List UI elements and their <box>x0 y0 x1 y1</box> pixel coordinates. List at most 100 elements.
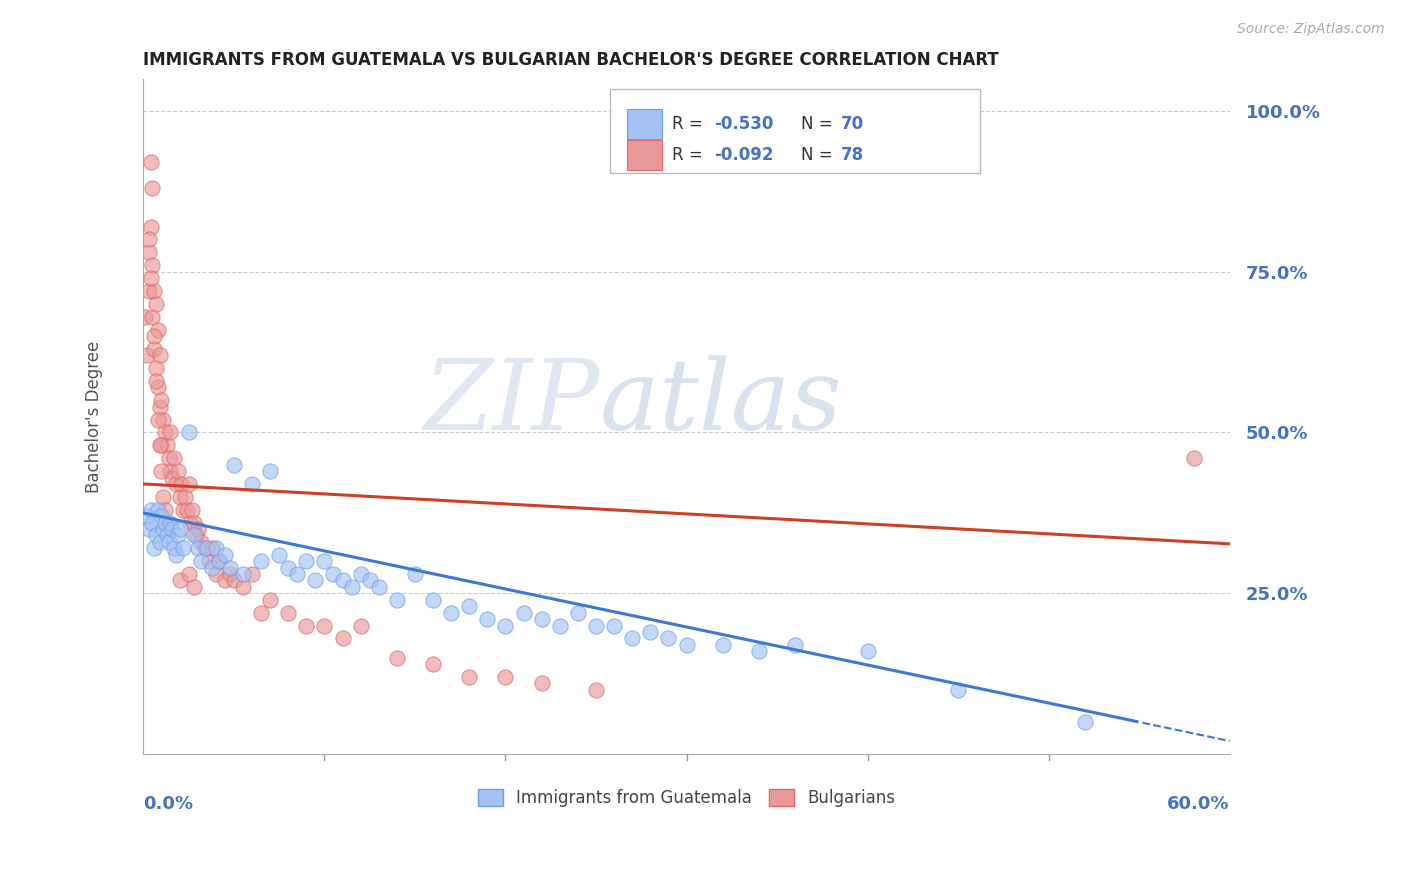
Point <box>174 490 197 504</box>
Point <box>232 567 254 582</box>
Point <box>145 528 167 542</box>
Point <box>349 618 371 632</box>
Point <box>495 618 517 632</box>
Point <box>166 464 188 478</box>
Point <box>150 393 173 408</box>
Point <box>240 477 263 491</box>
Point <box>640 624 662 639</box>
Point <box>187 522 209 536</box>
Point <box>440 606 463 620</box>
Point <box>295 618 318 632</box>
Point <box>152 412 174 426</box>
Point <box>269 548 291 562</box>
Point <box>187 541 209 556</box>
Point <box>567 606 589 620</box>
Point <box>458 670 481 684</box>
Point <box>138 522 160 536</box>
Point <box>404 567 426 582</box>
Point <box>163 451 186 466</box>
Point <box>1074 714 1097 729</box>
Point <box>201 541 224 556</box>
Point <box>711 638 734 652</box>
Point <box>146 380 169 394</box>
Point <box>259 464 281 478</box>
Point <box>222 458 245 472</box>
Point <box>675 638 697 652</box>
Point <box>201 560 224 574</box>
Text: 70: 70 <box>841 115 863 133</box>
Text: IMMIGRANTS FROM GUATEMALA VS BULGARIAN BACHELOR'S DEGREE CORRELATION CHART: IMMIGRANTS FROM GUATEMALA VS BULGARIAN B… <box>143 51 1000 69</box>
Point <box>139 155 162 169</box>
Point <box>195 541 218 556</box>
Point <box>214 574 236 588</box>
Point <box>136 509 159 524</box>
Point <box>139 271 162 285</box>
Point <box>585 682 607 697</box>
Point <box>183 528 205 542</box>
Point <box>172 502 194 516</box>
FancyBboxPatch shape <box>627 109 662 138</box>
Point <box>222 574 245 588</box>
Point <box>139 502 162 516</box>
Point <box>177 425 200 440</box>
Point <box>159 425 181 440</box>
Point <box>146 322 169 336</box>
Point <box>141 310 163 324</box>
Point <box>385 592 408 607</box>
Point <box>250 554 273 568</box>
Point <box>785 638 807 652</box>
Text: 60.0%: 60.0% <box>1167 795 1230 813</box>
Point <box>204 567 226 582</box>
Point <box>359 574 381 588</box>
Point <box>367 580 389 594</box>
Point <box>153 502 176 516</box>
Point <box>165 477 187 491</box>
Point <box>172 541 194 556</box>
Point <box>304 574 326 588</box>
Point <box>143 342 166 356</box>
Point <box>179 516 201 530</box>
Point <box>657 632 679 646</box>
Text: ZIP: ZIP <box>423 355 599 450</box>
Point <box>145 374 167 388</box>
Point <box>156 522 179 536</box>
Point <box>177 477 200 491</box>
Point <box>149 400 172 414</box>
Text: R =: R = <box>672 115 709 133</box>
Point <box>219 560 242 574</box>
Point <box>169 522 191 536</box>
Point <box>219 567 242 582</box>
Point <box>530 676 553 690</box>
Point <box>208 554 231 568</box>
Point <box>259 592 281 607</box>
Point <box>197 554 219 568</box>
Point <box>134 310 156 324</box>
Point <box>385 650 408 665</box>
Point <box>149 348 172 362</box>
Point <box>856 644 879 658</box>
Point <box>149 438 172 452</box>
Point <box>157 534 180 549</box>
Point <box>621 632 644 646</box>
Point <box>183 516 205 530</box>
Point <box>162 470 184 484</box>
Legend: Immigrants from Guatemala, Bulgarians: Immigrants from Guatemala, Bulgarians <box>471 782 901 814</box>
Point <box>162 522 184 536</box>
Text: R =: R = <box>672 146 709 164</box>
Point <box>250 606 273 620</box>
Point <box>150 509 173 524</box>
Point <box>141 181 163 195</box>
Point <box>495 670 517 684</box>
Text: -0.530: -0.530 <box>714 115 773 133</box>
Point <box>141 516 163 530</box>
Point <box>277 560 299 574</box>
Point <box>285 567 308 582</box>
Text: 0.0%: 0.0% <box>143 795 194 813</box>
Point <box>232 580 254 594</box>
Point <box>145 361 167 376</box>
Point <box>143 284 166 298</box>
Point <box>169 490 191 504</box>
Point <box>585 618 607 632</box>
Point <box>159 516 181 530</box>
Point <box>748 644 770 658</box>
